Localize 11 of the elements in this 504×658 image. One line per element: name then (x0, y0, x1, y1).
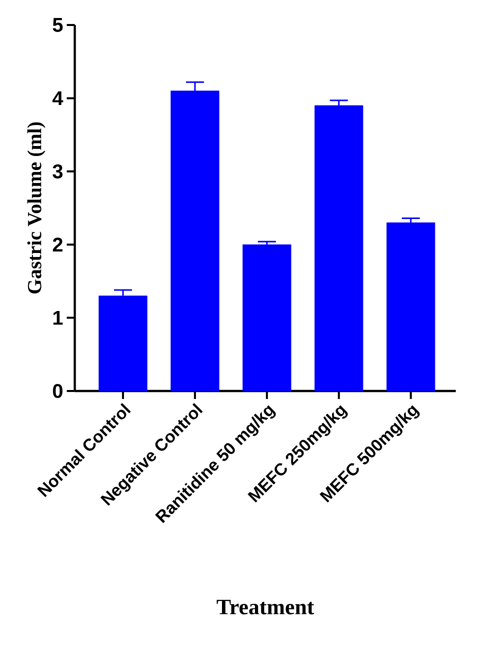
y-tick-label: 5 (52, 18, 63, 32)
bar (314, 105, 364, 392)
y-tick-label: 3 (52, 164, 63, 178)
y-tick-label: 1 (53, 310, 63, 325)
y-tick-label: 4 (52, 91, 64, 106)
y-tick-label: 2 (52, 238, 62, 252)
y-tick-label: 0 (52, 384, 62, 398)
x-axis-title: Treatment (216, 600, 314, 614)
bar (242, 244, 292, 392)
bar (386, 222, 436, 392)
y-axis-title: Gastric Volume (ml) (27, 122, 46, 294)
